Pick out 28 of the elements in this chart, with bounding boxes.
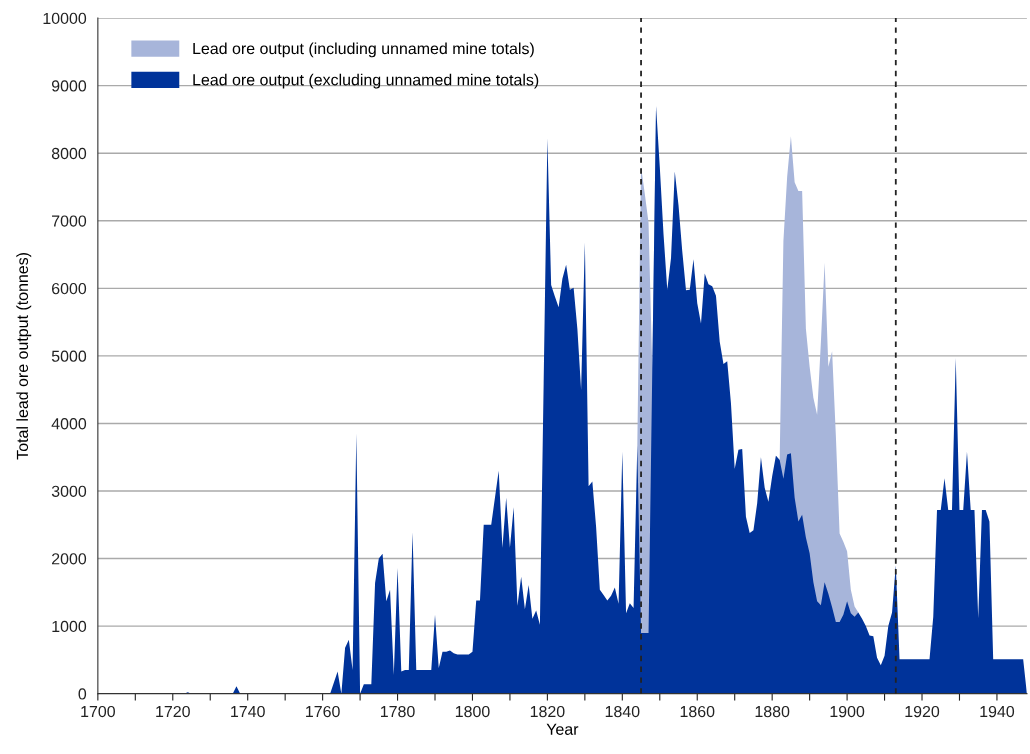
y-tick-label: 9000 bbox=[51, 80, 87, 92]
y-tick-label: 7000 bbox=[52, 215, 87, 227]
x-tick-label: 1720 bbox=[156, 705, 190, 718]
x-tick-label: 1700 bbox=[81, 705, 115, 718]
x-tick-label: 1920 bbox=[905, 705, 940, 718]
x-tick-label: 1860 bbox=[680, 705, 715, 718]
x-tick-label: 1780 bbox=[381, 705, 415, 718]
x-tick-label: 1840 bbox=[605, 705, 640, 718]
x-tick-label: 1940 bbox=[980, 705, 1015, 718]
x-tick-label: 1880 bbox=[755, 705, 790, 718]
legend-label: Lead ore output (excluding unnamed mine totals) bbox=[193, 73, 539, 89]
x-tick-label: 1760 bbox=[306, 705, 340, 718]
y-tick-label: 0 bbox=[78, 688, 87, 700]
y-tick-label: 6000 bbox=[52, 282, 87, 295]
y-tick-label: 8000 bbox=[51, 147, 87, 160]
x-tick-label: 1740 bbox=[231, 705, 265, 718]
x-axis-title: Year bbox=[546, 723, 579, 735]
y-axis-title: Total lead ore output (tonnes) bbox=[16, 252, 32, 460]
y-tick-label: 4000 bbox=[51, 418, 87, 430]
y-tick-label: 5000 bbox=[51, 350, 87, 362]
x-tick-label: 1820 bbox=[530, 705, 565, 718]
y-tick-label: 2000 bbox=[52, 553, 87, 565]
x-tick-label: 1800 bbox=[455, 705, 490, 718]
y-tick-label: 1000 bbox=[52, 620, 87, 633]
x-tick-label: 1900 bbox=[830, 705, 865, 718]
y-tick-label: 10000 bbox=[43, 12, 87, 25]
legend-label: Lead ore output (including unnamed mine totals) bbox=[193, 42, 534, 58]
y-tick-label: 3000 bbox=[51, 485, 87, 497]
